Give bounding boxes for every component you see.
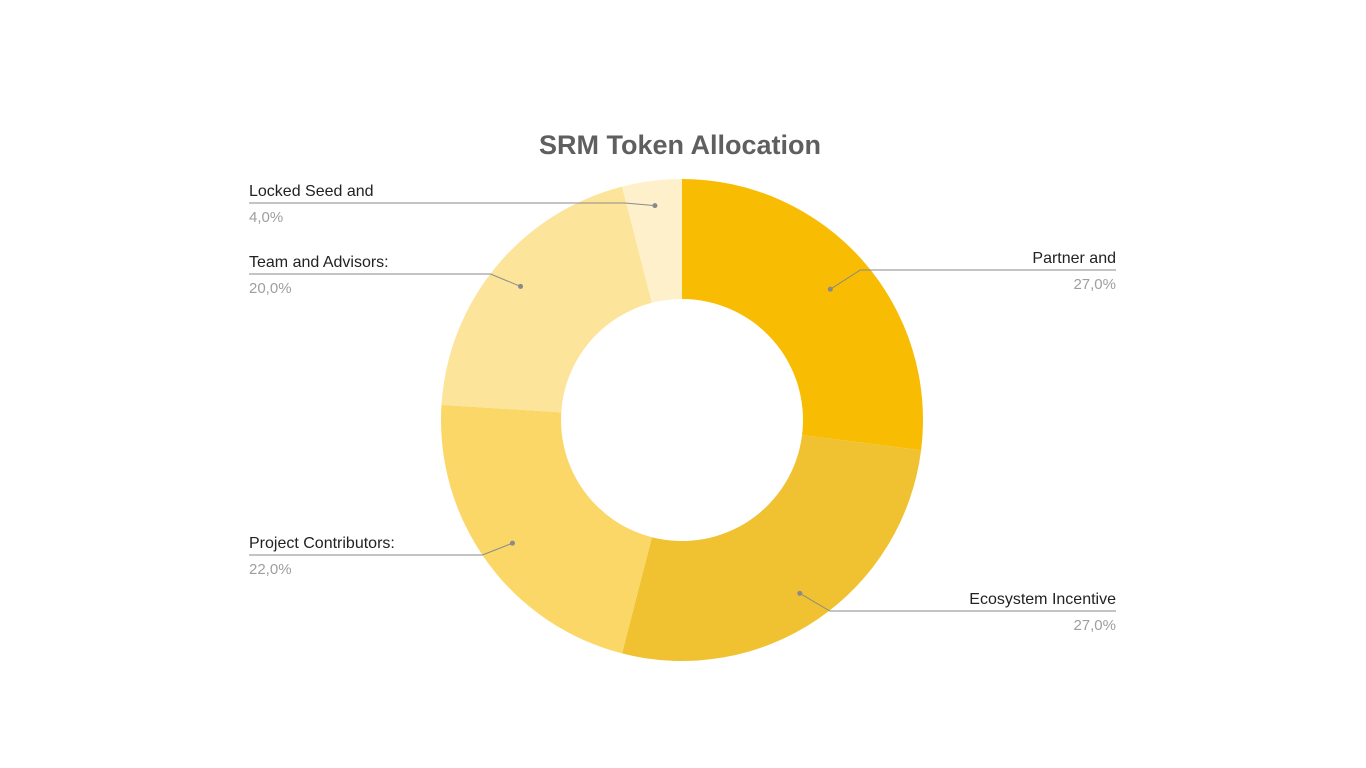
leader-line-ecosystem-incentive	[799, 592, 1116, 612]
leader-line-team-and-advisors	[249, 273, 521, 287]
leader-line-partner-and	[830, 269, 1116, 290]
leader-dot-partner-and	[827, 286, 833, 292]
slice-value-locked-seed-and: 4,0%	[249, 209, 283, 226]
donut-slice-project-contributors[interactable]	[441, 404, 652, 654]
leader-dot-team-and-advisors	[518, 283, 524, 289]
slice-label-project-contributors: Project Contributors:	[249, 535, 395, 552]
slice-value-team-and-advisors: 20,0%	[249, 280, 292, 297]
donut-slices	[441, 179, 924, 662]
slice-label-partner-and: Partner and	[1032, 250, 1116, 267]
slice-label-ecosystem-incentive: Ecosystem Incentive	[969, 591, 1116, 608]
leader-dot-locked-seed-and	[652, 203, 658, 209]
leader-line-locked-seed-and	[249, 202, 655, 207]
slice-value-partner-and: 27,0%	[1073, 276, 1116, 293]
donut-slice-team-and-advisors[interactable]	[441, 186, 652, 413]
slice-label-team-and-advisors: Team and Advisors:	[249, 254, 389, 271]
donut-slice-ecosystem-incentive[interactable]	[622, 435, 922, 662]
leader-dot-ecosystem-incentive	[797, 590, 803, 596]
slice-labels: Partner and 27,0% Ecosystem Incentive 27,0%…	[249, 183, 1116, 634]
slice-value-ecosystem-incentive: 27,0%	[1073, 617, 1116, 634]
donut-slice-locked-seed-and[interactable]	[622, 179, 682, 303]
donut-slice-partner-and[interactable]	[682, 179, 924, 451]
leader-dot-project-contributors	[509, 540, 515, 546]
chart-title: SRM Token Allocation	[539, 130, 821, 160]
slice-label-locked-seed-and: Locked Seed and	[249, 183, 374, 200]
slice-value-project-contributors: 22,0%	[249, 561, 292, 578]
leader-line-project-contributors	[249, 542, 513, 556]
